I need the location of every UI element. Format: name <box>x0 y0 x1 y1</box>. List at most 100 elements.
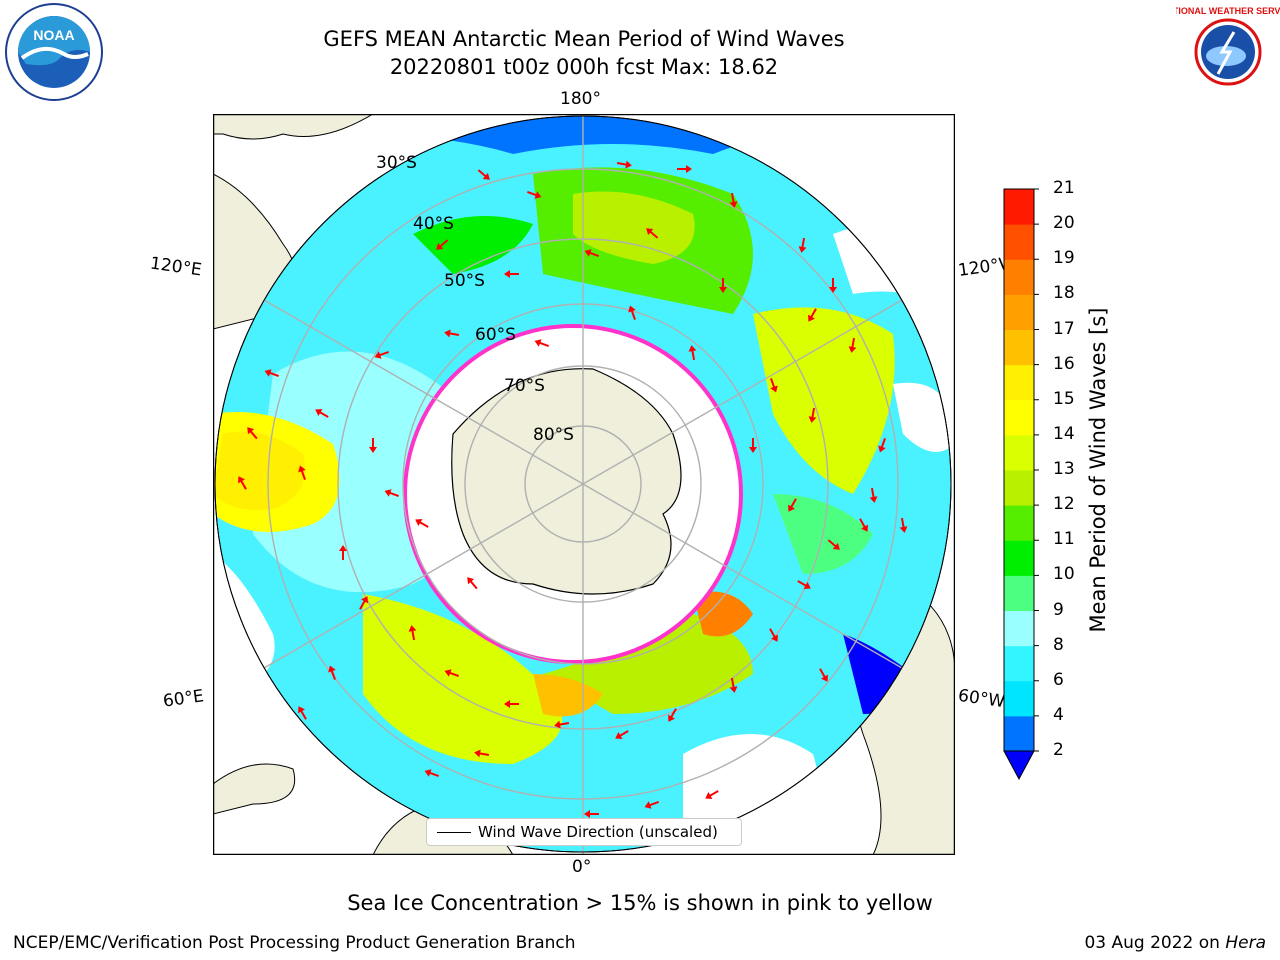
colorbar-tick-label: 4 <box>1053 704 1064 725</box>
colorbar-tick-label: 19 <box>1053 248 1075 269</box>
wave-direction-arrow <box>238 476 247 490</box>
colorbar-segment <box>1004 329 1034 366</box>
wave-direction-arrow <box>339 545 347 560</box>
chart-title: GEFS MEAN Antarctic Mean Period of Wind … <box>323 27 845 51</box>
colorbar-segment <box>1004 259 1034 295</box>
map-legend: Wind Wave Direction (unscaled) <box>426 818 742 846</box>
colorbar-tick-label: 14 <box>1053 423 1075 444</box>
wave-direction-arrow <box>677 165 692 173</box>
colorbar-tick-label: 11 <box>1053 529 1075 550</box>
wave-direction-arrow <box>859 518 868 532</box>
colorbar-tick-label: 6 <box>1053 669 1064 690</box>
colorbar-tick-label: 17 <box>1053 318 1075 339</box>
wave-direction-arrow <box>788 498 797 512</box>
colorbar-tick-label: 16 <box>1053 353 1075 374</box>
footer-credit: NCEP/EMC/Verification Post Processing Pr… <box>13 933 576 953</box>
wave-direction-arrow <box>264 369 279 377</box>
wave-direction-arrow <box>749 438 757 453</box>
wave-direction-arrow <box>616 160 632 169</box>
wave-direction-arrow <box>504 270 519 278</box>
colorbar-segment <box>1004 399 1034 436</box>
map-boundary <box>214 115 952 853</box>
wave-direction-arrow <box>878 438 886 453</box>
wave-direction-arrow <box>584 249 599 257</box>
latitude-label-60s: 60°S <box>475 325 516 345</box>
wave-direction-arrow <box>384 489 399 497</box>
wave-direction-arrow <box>729 677 738 693</box>
legend-entry: Wind Wave Direction (unscaled) <box>478 823 718 841</box>
wave-direction-arrow <box>808 308 817 322</box>
colorbar <box>1003 188 1039 781</box>
colorbar-tick-label: 10 <box>1053 564 1075 585</box>
wave-direction-arrow <box>477 169 490 180</box>
noaa-logo-text: NOAA <box>33 27 74 43</box>
wave-direction-arrow <box>644 801 659 809</box>
colorbar-tick-label: 15 <box>1053 388 1075 409</box>
colorbar-extend-arrow <box>1003 750 1035 781</box>
wave-direction-arrow <box>474 749 490 758</box>
wave-direction-arrow <box>719 278 727 293</box>
wave-direction-arrow <box>628 305 636 320</box>
wave-direction-arrow <box>705 790 719 799</box>
wave-direction-arrow <box>247 427 258 440</box>
latitude-label-50s: 50°S <box>444 271 485 291</box>
colorbar-tick-label: 12 <box>1053 494 1075 515</box>
colorbar-segment <box>1004 434 1034 471</box>
wave-direction-arrow <box>298 465 306 480</box>
land-mass <box>213 763 295 815</box>
wave-direction-arrow <box>554 720 570 729</box>
colorbar-tick-label: 2 <box>1053 740 1064 760</box>
longitude-label-120e: 120°E <box>148 253 203 281</box>
wave-direction-arrow <box>415 519 429 528</box>
map-panel <box>213 114 955 855</box>
wave-direction-arrow <box>315 409 329 418</box>
colorbar-segment <box>1004 224 1034 260</box>
colorbar-tick-label: 18 <box>1053 283 1075 304</box>
sea-ice-note: Sea Ice Concentration > 15% is shown in … <box>0 891 1280 915</box>
colorbar-segment <box>1004 470 1034 506</box>
colorbar-tick-label: 8 <box>1053 634 1064 655</box>
wave-direction-arrow <box>848 337 857 353</box>
colorbar-label: Mean Period of Wind Waves [s] <box>1086 307 1110 633</box>
colorbar-segment <box>1004 680 1034 717</box>
latitude-label-40s: 40°S <box>413 214 454 234</box>
colorbar-tick-label: 9 <box>1053 599 1064 620</box>
wave-direction-arrow <box>436 239 449 250</box>
colorbar-tick-label: 20 <box>1053 213 1075 234</box>
wave-direction-arrow <box>899 517 908 533</box>
wave-direction-arrow <box>615 730 629 739</box>
colorbar-segment <box>1004 364 1034 401</box>
wave-direction-arrow <box>328 665 336 680</box>
longitude-label-60w: 60°W <box>956 685 1007 713</box>
polar-map <box>213 114 955 855</box>
map-frame-border <box>213 114 955 855</box>
wave-direction-arrow <box>646 228 659 239</box>
colorbar-segment <box>1004 715 1034 752</box>
wave-direction-arrow <box>504 700 519 708</box>
wave-direction-arrow <box>369 438 377 453</box>
footer-host: Hera <box>1225 933 1266 953</box>
wave-direction-arrow <box>444 329 460 338</box>
wave-direction-arrow <box>808 407 817 423</box>
colorbar-tick-label: 13 <box>1053 459 1075 479</box>
land-mass <box>213 114 374 140</box>
colorbar-segment <box>1004 505 1034 541</box>
longitude-label-bottom: 0° <box>572 857 592 877</box>
latitude-label-70s: 70°S <box>504 376 545 396</box>
wave-direction-arrow <box>769 628 778 642</box>
wave-direction-arrow <box>467 577 478 590</box>
wave-direction-arrow <box>584 810 599 818</box>
wave-direction-arrow <box>298 706 307 720</box>
colorbar-segment <box>1004 189 1034 225</box>
legend-line-swatch <box>437 832 471 833</box>
wind-wave-arrows <box>238 160 908 818</box>
colorbar-segment <box>1004 575 1034 611</box>
wave-direction-arrow <box>359 596 368 610</box>
latitude-label-80s: 80°S <box>533 425 574 445</box>
nws-logo: NATIONAL WEATHER SERVICE <box>1176 4 1280 100</box>
colorbar-segment <box>1004 540 1034 576</box>
wave-direction-arrow <box>829 278 837 293</box>
antarctica <box>451 368 682 595</box>
wave-direction-arrow <box>668 708 677 722</box>
wave-direction-arrow <box>827 539 840 550</box>
